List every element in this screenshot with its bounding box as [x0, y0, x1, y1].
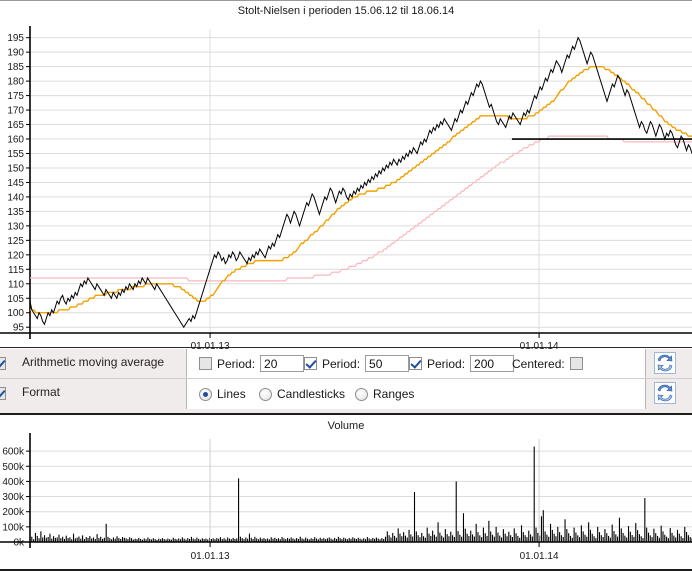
centered-label: Centered: [512, 356, 565, 371]
svg-text:165: 165 [7, 120, 24, 131]
svg-text:100: 100 [7, 308, 24, 319]
volume-chart-title: Volume [327, 420, 365, 432]
svg-text:300k: 300k [2, 492, 25, 503]
svg-text:01.01.14: 01.01.14 [520, 341, 559, 349]
refresh-icon[interactable] [654, 382, 676, 409]
svg-text:01.01.13: 01.01.13 [191, 551, 230, 562]
moving-average-settings: Period: Period: Period: Centered: [186, 349, 646, 378]
svg-text:170: 170 [7, 106, 24, 117]
format-row: Format Lines Candlesticks Ranges [0, 379, 692, 409]
svg-text:150: 150 [7, 163, 24, 174]
period-50-label: Period: [322, 356, 361, 371]
price-chart-plot[interactable]: 95 100 105 110 115 120 125 130 135 140 145 150 155 16… [0, 1, 692, 349]
format-ranges-label: Ranges [373, 387, 415, 401]
svg-text:500k: 500k [2, 462, 25, 473]
price-chart-title: Stolt-Nielsen i perioden 15.06.12 til 18… [237, 5, 455, 17]
svg-text:195: 195 [7, 33, 24, 44]
svg-text:200k: 200k [2, 507, 25, 518]
volume-chart-panel: Volume 0k 100k 200k 300k 400k 500k 600k 01.01.1… [0, 417, 692, 571]
svg-text:105: 105 [7, 294, 24, 305]
svg-text:140: 140 [7, 192, 24, 203]
period-20-input[interactable] [260, 355, 305, 372]
period-20-label: Period: [217, 356, 256, 371]
period-200-label: Period: [427, 356, 466, 371]
svg-text:95: 95 [13, 323, 25, 334]
svg-text:145: 145 [7, 178, 24, 189]
svg-text:110: 110 [8, 279, 24, 290]
refresh-icon[interactable] [654, 352, 676, 379]
arithmetic-moving-average-checkbox[interactable] [0, 357, 6, 370]
period-50-input[interactable] [365, 355, 410, 372]
svg-text:185: 185 [7, 62, 24, 73]
format-label: Format [22, 385, 61, 399]
arithmetic-moving-average-label: Arithmetic moving average [22, 355, 165, 369]
format-lines-radio[interactable] [199, 387, 212, 401]
format-lines-label: Lines [217, 387, 246, 401]
centered-checkbox[interactable] [569, 357, 583, 370]
refresh-cell-format [646, 379, 692, 409]
svg-text:01.01.14: 01.01.14 [520, 551, 559, 562]
svg-text:190: 190 [7, 48, 24, 59]
svg-text:175: 175 [7, 91, 24, 102]
format-options: Lines Candlesticks Ranges [186, 379, 646, 409]
svg-text:01.01.13: 01.01.13 [191, 341, 230, 349]
moving-average-row: Arithmetic moving average Period: Period… [0, 349, 692, 379]
period-200-input[interactable] [470, 355, 515, 372]
svg-text:125: 125 [7, 236, 24, 247]
svg-text:130: 130 [7, 221, 24, 232]
chart-controls-panel: Arithmetic moving average Period: Period… [0, 349, 692, 415]
svg-text:120: 120 [7, 250, 24, 261]
svg-text:135: 135 [7, 207, 24, 218]
svg-text:0k: 0k [13, 538, 25, 549]
format-ranges-radio[interactable] [355, 387, 368, 401]
period-200-checkbox[interactable] [409, 357, 422, 370]
svg-text:400k: 400k [2, 477, 25, 488]
period-20-checkbox[interactable] [199, 357, 212, 370]
volume-chart-plot[interactable]: 0k 100k 200k 300k 400k 500k 600k 01.01.13 01.01.… [0, 417, 692, 569]
refresh-cell-moving-average [646, 349, 692, 378]
period-50-checkbox[interactable] [304, 357, 317, 370]
price-chart-panel: Stolt-Nielsen i perioden 15.06.12 til 18… [0, 0, 692, 349]
svg-text:115: 115 [8, 265, 24, 276]
format-candlesticks-radio[interactable] [259, 387, 272, 401]
svg-text:100k: 100k [2, 522, 25, 533]
svg-text:160: 160 [7, 135, 24, 146]
svg-text:155: 155 [7, 149, 24, 160]
format-checkbox[interactable] [0, 387, 6, 400]
format-candlesticks-label: Candlesticks [277, 387, 346, 401]
svg-text:600k: 600k [2, 447, 25, 458]
svg-text:180: 180 [7, 77, 24, 88]
